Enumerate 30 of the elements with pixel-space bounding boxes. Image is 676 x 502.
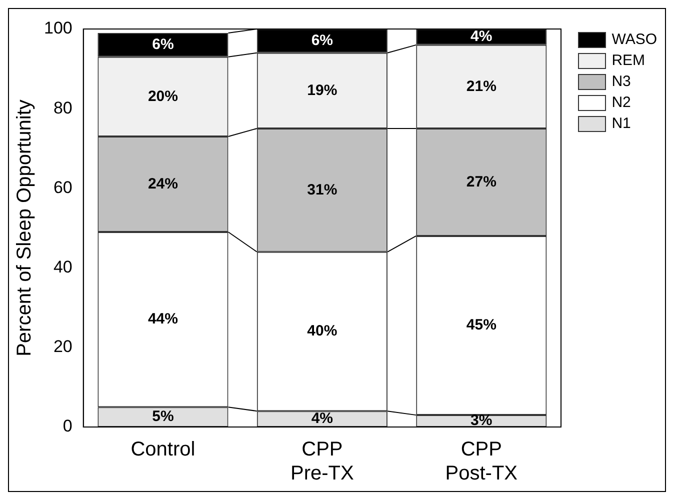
data-label: 20% — [148, 88, 178, 105]
data-label: 45% — [466, 316, 496, 334]
data-label: 31% — [307, 181, 338, 198]
data-label: 6% — [311, 32, 334, 50]
data-label: 4% — [311, 410, 334, 428]
data-label: 3% — [470, 412, 492, 430]
data-label: 5% — [152, 408, 174, 426]
x-tick-label: CPP Post-TX — [445, 438, 518, 485]
text: N2 — [612, 94, 631, 111]
data-label: 4% — [470, 28, 492, 46]
legend-label: N3 — [612, 73, 631, 90]
data-label: 44% — [148, 310, 178, 328]
legend-label: WASO — [612, 31, 657, 48]
data-label: 40% — [307, 322, 338, 340]
y-tick-label: 80 — [53, 98, 72, 118]
legend-label: N1 — [612, 115, 631, 132]
y-tick-label: 60 — [53, 178, 72, 197]
y-tick-label: 20 — [53, 337, 72, 356]
data-label: 19% — [307, 82, 338, 99]
data-label: 21% — [466, 78, 496, 95]
y-tick-label: 100 — [44, 18, 72, 38]
y-tick-label: 0 — [62, 416, 72, 436]
data-label: 6% — [152, 36, 174, 54]
x-tick-label: Control — [130, 438, 196, 461]
text: REM — [612, 52, 646, 69]
data-label: 27% — [466, 173, 496, 190]
y-axis-title: Percent of Sleep Opportunity — [14, 100, 36, 356]
x-tick-label: CPP Pre-TX — [290, 438, 354, 485]
data-label: 24% — [148, 175, 178, 192]
y-tick-label: 40 — [53, 257, 72, 276]
